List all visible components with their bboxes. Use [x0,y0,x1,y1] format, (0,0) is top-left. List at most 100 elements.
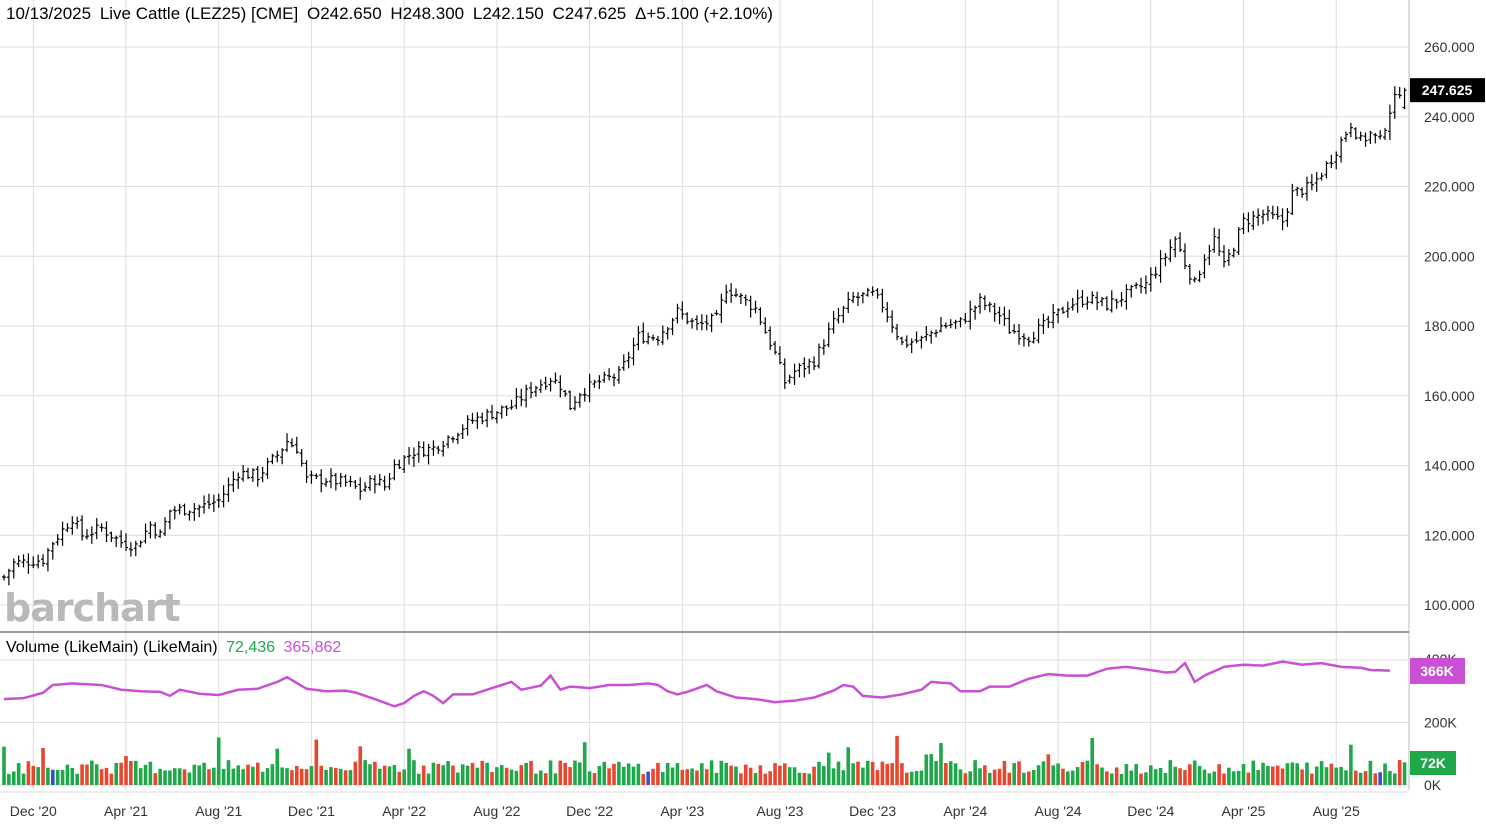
volume-bar [377,768,382,785]
barchart-watermark: barchart [4,586,181,630]
volume-bar [895,735,899,785]
volume-bar [646,771,650,785]
volume-bar [94,764,99,785]
volume-bar [539,770,543,785]
header-date: 10/13/2025 [6,4,92,23]
volume-bar [163,770,167,785]
volume-bar [1002,760,1007,785]
volume-bar [295,765,299,785]
vol-badge: 72K [1420,755,1446,771]
volume-bar [46,767,50,785]
volume-bar [1007,772,1012,785]
volume-bar [1383,763,1387,785]
header-open: O242.650 [306,4,382,23]
volume-bar [909,771,914,785]
volume-bar [861,767,865,785]
volume-bar [60,769,65,785]
volume-bar [1222,773,1226,785]
volume-bar [324,769,328,785]
volume-bar [617,761,621,785]
volume-bar [612,763,616,785]
time-tick-label: Apr '23 [660,803,704,819]
volume-bar [417,773,421,785]
volume-bar [685,769,689,785]
volume-bar [168,770,172,785]
time-tick-label: Apr '22 [382,803,426,819]
volume-bar [963,773,968,785]
volume-bar [573,760,577,785]
volume-bar [924,754,929,785]
volume-bar [104,767,109,785]
volume-bar [1129,770,1134,785]
volume-bar [914,770,919,785]
volume-bar [690,768,694,785]
volume-bar [743,764,748,785]
volume-bar [787,767,792,785]
volume-bar [338,768,343,785]
volume-bar [836,761,841,785]
volume-bar [1158,767,1163,785]
volume-bar [1358,772,1363,785]
volume-bar [207,769,211,785]
volume-bar [275,748,280,785]
volume-bar [578,762,582,785]
volume-bar [665,762,670,785]
time-tick-label: Aug '21 [195,803,242,819]
price-axis[interactable]: 100.000 120.000 140.000 160.000 180.000 200.0… [1424,39,1475,613]
price-tick-label: 160.000 [1424,388,1475,404]
volume-bar [1290,762,1295,785]
volume-bar [260,771,265,785]
volume-bar [1178,768,1182,785]
volume-bar [1256,769,1260,785]
volume-bar [290,770,294,785]
volume-tick-label: 0K [1424,777,1442,793]
volume-bar [490,772,494,785]
time-axis[interactable]: Dec '20 Apr '21 Aug '21 Dec '21 Apr '22 Aug '… [10,803,1360,819]
volume-bar [319,765,323,785]
volume-bar [85,764,89,785]
volume-bar [436,763,441,785]
volume-bar [607,768,611,785]
volume-bar [426,773,431,785]
volume-bar [1163,772,1168,785]
volume-bar [495,767,499,785]
volume-bar [1349,744,1353,785]
volume-bar [870,761,875,785]
volume-bar [309,766,314,785]
volume-bar [499,765,504,785]
volume-bar [402,769,406,785]
volume-bar [1314,766,1319,785]
volume-bar [1119,773,1124,785]
volume-bar [1046,754,1051,785]
volume-bar [748,767,753,785]
volume-bar [846,747,851,785]
volume-bar [119,762,123,785]
time-tick-label: Dec '24 [1127,803,1174,819]
volume-bar [421,765,426,785]
volume-bar [670,767,675,785]
volume-bar [70,767,75,785]
volume-bar [529,761,533,785]
volume-bar [519,765,524,785]
volume-bar [148,761,153,785]
volume-bar [1036,765,1041,785]
time-tick-label: Dec '23 [849,803,896,819]
volume-bar [485,762,489,785]
price-bars [2,86,1407,586]
volume-bar [1231,771,1236,785]
volume-bar [905,772,909,785]
time-tick-label: Aug '25 [1313,803,1360,819]
volume-bar [568,767,572,785]
chart-header: 10/13/2025 Live Cattle (LEZ25) [CME] O24… [6,4,777,24]
volume-bar [285,768,289,785]
volume-bar [768,771,772,785]
volume-bar [885,763,890,785]
volume-average-line [3,660,1390,708]
volume-bar [212,767,216,785]
volume-bar [1388,770,1392,785]
volume-bar [504,767,509,785]
header-low: L242.150 [472,4,544,23]
volume-bar [992,769,997,785]
volume-bar [226,760,231,785]
